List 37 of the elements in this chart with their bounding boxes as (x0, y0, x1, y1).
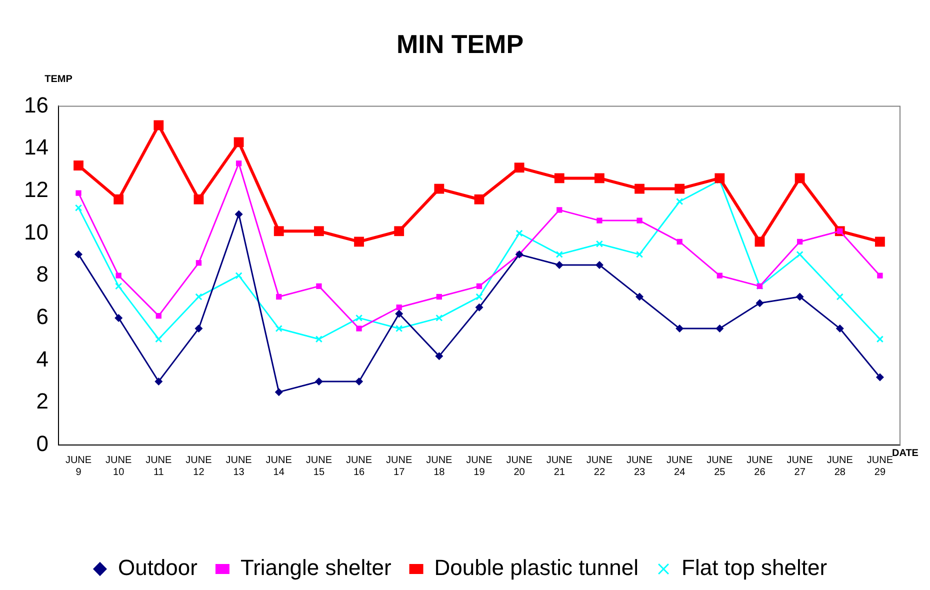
y-tick-label: 16 (24, 92, 48, 118)
y-tick-label: 12 (24, 176, 48, 202)
y-tick-label: 0 (36, 431, 48, 456)
legend-label: Outdoor (118, 555, 198, 580)
x-tick-label: JUNE 20 (506, 454, 533, 478)
legend-label: Triangle shelter (240, 555, 392, 580)
y-tick-label: 14 (24, 134, 48, 160)
y-axis-title: TEMP (44, 74, 73, 85)
x-tick-label: JUNE 15 (306, 454, 332, 478)
x-tick-label: JUNE 9 (65, 454, 92, 478)
x-tick-label: JUNE 28 (826, 454, 854, 478)
y-tick-label: 8 (36, 262, 48, 287)
x-tick-label: JUNE 25 (706, 454, 734, 478)
y-tick-label: 10 (24, 219, 48, 244)
x-axis-title: DATE (892, 448, 919, 459)
x-tick-label: JUNE 17 (386, 454, 412, 478)
x-tick-label: JUNE 27 (786, 454, 814, 478)
x-tick-label: JUNE 22 (586, 454, 613, 478)
x-tick-label: JUNE 18 (426, 454, 453, 478)
x-tick-label: JUNE 10 (106, 454, 132, 478)
legend-label: Double plastic tunnel (434, 555, 639, 580)
y-tick-label: 4 (36, 346, 48, 372)
y-tick-label: 2 (36, 388, 48, 414)
x-tick-label: JUNE 23 (626, 454, 653, 478)
x-tick-label: JUNE 13 (226, 454, 252, 478)
x-tick-label: JUNE 24 (666, 454, 693, 478)
x-tick-label: JUNE 26 (746, 454, 774, 478)
chart-title: MIN TEMP (396, 28, 524, 59)
x-tick-label: JUNE 21 (546, 454, 573, 478)
x-tick-label: JUNE 19 (466, 454, 493, 478)
x-tick-label: JUNE 29 (866, 454, 894, 478)
x-tick-label: JUNE 11 (146, 454, 172, 478)
x-tick-label: JUNE 16 (346, 454, 372, 478)
legend-label: Flat top shelter (682, 555, 828, 580)
x-tick-label: JUNE 14 (266, 454, 292, 478)
y-tick-label: 6 (36, 304, 48, 330)
x-tick-label: JUNE 12 (186, 454, 212, 478)
